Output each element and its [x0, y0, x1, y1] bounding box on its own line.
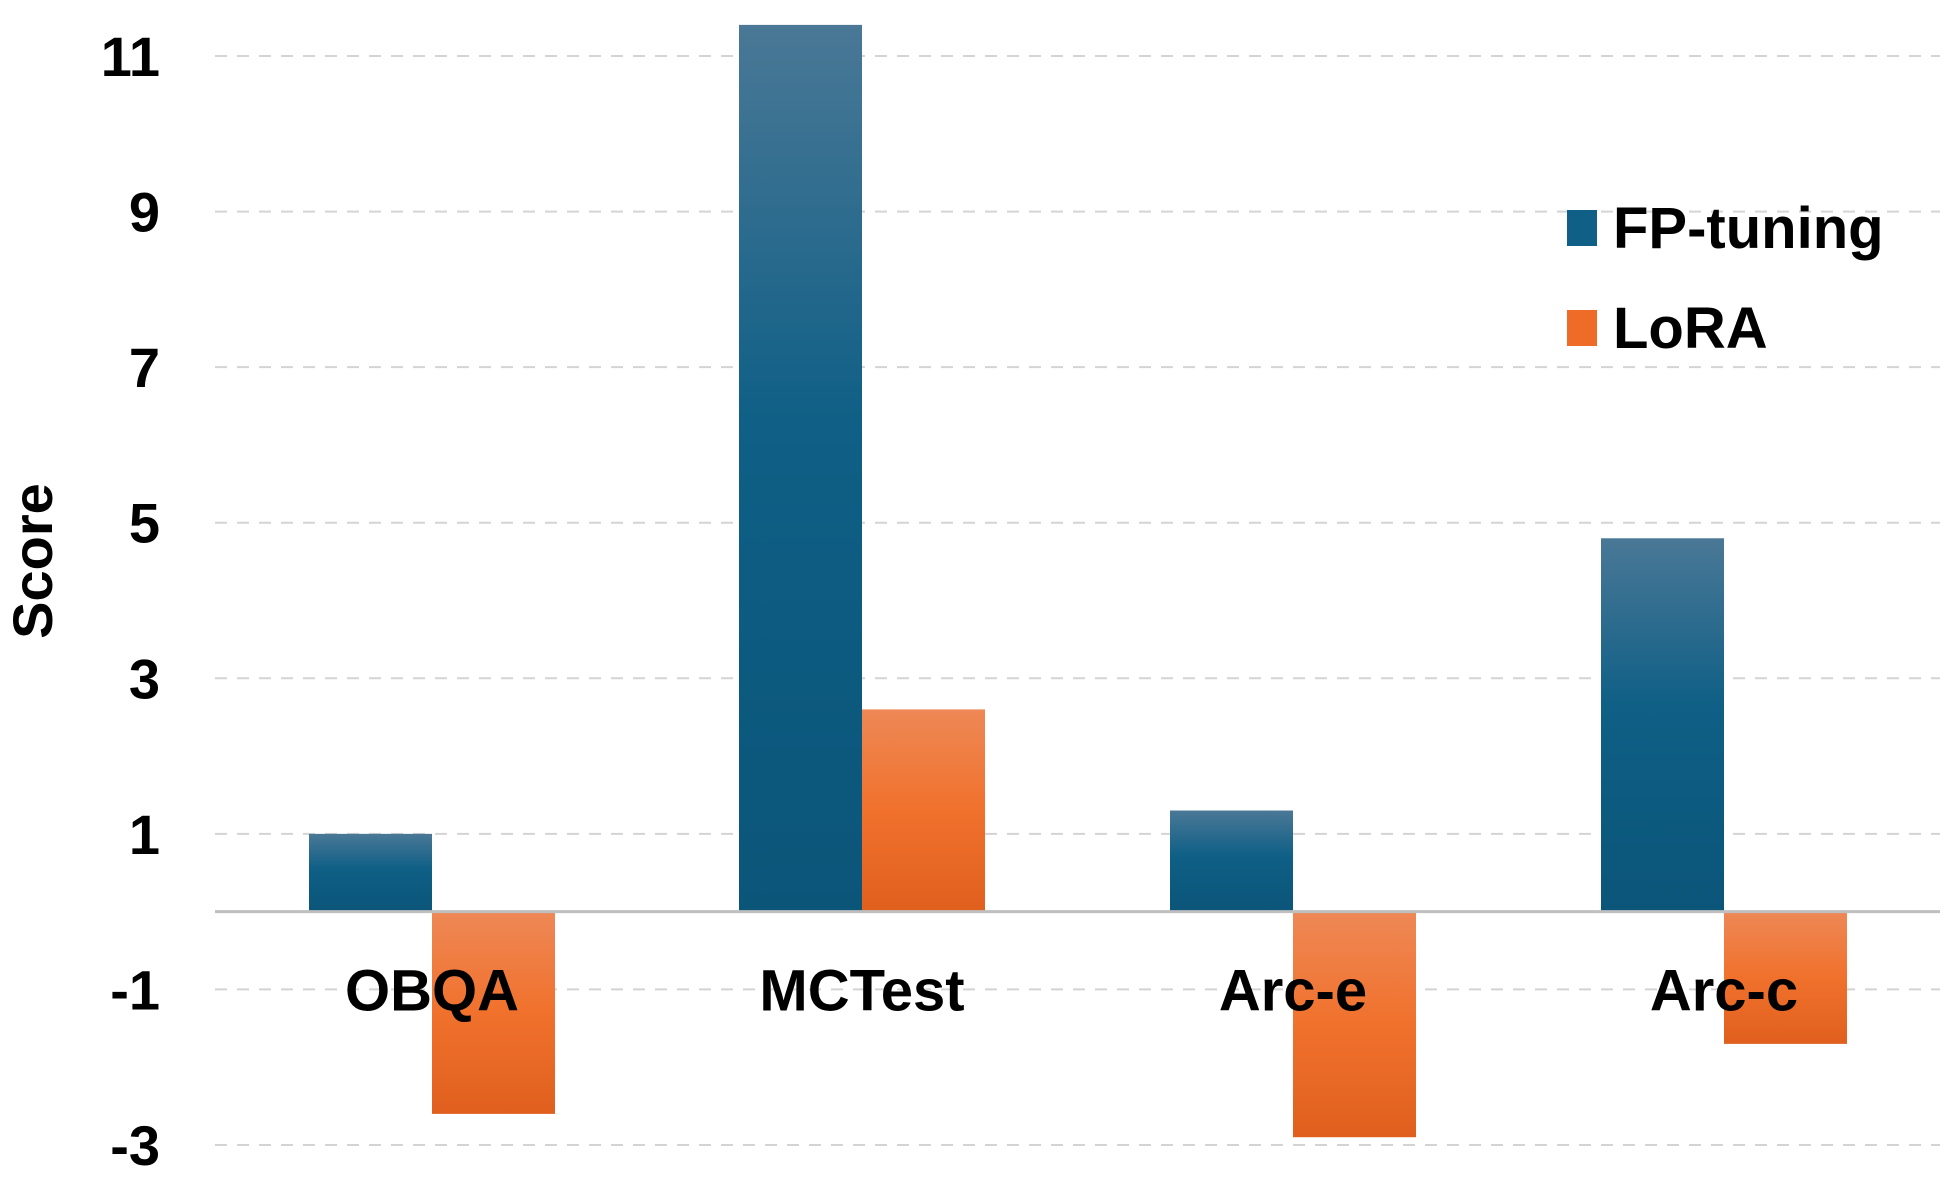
bar-fp-tuning-mctest	[739, 24, 862, 912]
y-tick-label: 7	[129, 336, 160, 399]
bar-lora-arc-c	[1724, 911, 1847, 1044]
y-axis-title: Score	[1, 483, 64, 639]
legend-swatch	[1567, 210, 1597, 246]
y-tick-labels: 11 9 7 5 3 1 -1 -3	[101, 25, 160, 1177]
category-labels: OBQA MCTest Arc-e Arc-c	[345, 958, 1798, 1023]
y-tick-label: -1	[110, 958, 160, 1021]
bar-fp-tuning-arc-e	[1170, 810, 1293, 912]
bar-lora-mctest	[862, 709, 985, 912]
legend-label: LoRA	[1613, 296, 1768, 361]
category-label: Arc-c	[1650, 958, 1798, 1023]
bar-lora-arc-e	[1293, 911, 1416, 1138]
y-tick-label: -3	[110, 1114, 160, 1177]
category-label: Arc-e	[1219, 958, 1367, 1023]
bar-fp-tuning-obqa	[309, 833, 432, 912]
legend-swatch	[1567, 310, 1597, 346]
category-label: OBQA	[345, 958, 519, 1023]
y-tick-label: 11	[101, 25, 160, 88]
bar-lora-obqa	[432, 911, 555, 1114]
y-tick-label: 1	[129, 803, 160, 866]
y-tick-label: 9	[129, 181, 160, 244]
category-label: MCTest	[759, 958, 964, 1023]
bars	[309, 24, 1847, 1138]
bar-fp-tuning-arc-c	[1601, 538, 1724, 912]
y-tick-label: 3	[129, 647, 160, 710]
y-tick-label: 5	[129, 492, 160, 555]
legend: FP-tuning LoRA	[1567, 196, 1884, 361]
legend-label: FP-tuning	[1613, 196, 1884, 261]
